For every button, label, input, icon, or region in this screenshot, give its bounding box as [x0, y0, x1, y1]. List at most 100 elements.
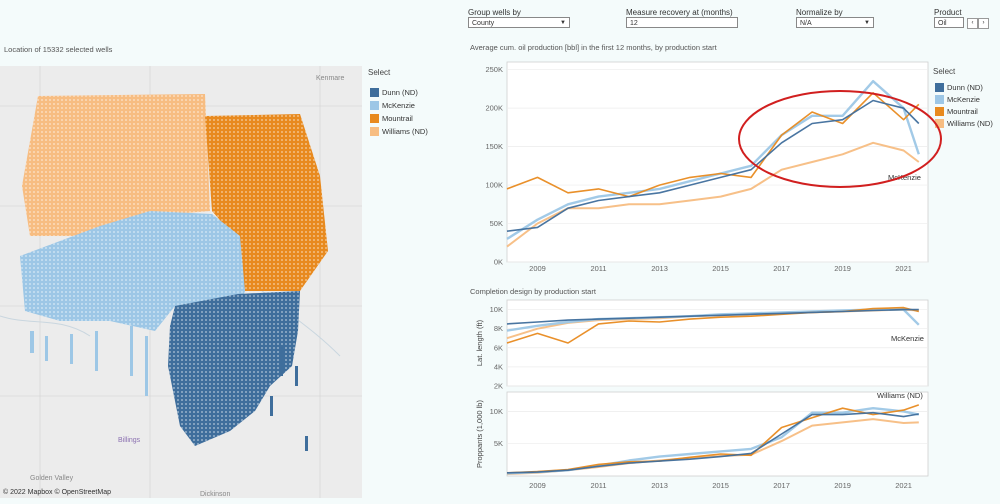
map-legend-dunn[interactable]: Dunn (ND): [370, 88, 418, 97]
production-xtick-label: 2013: [651, 264, 668, 273]
chart-legend-mckenzie[interactable]: McKenzie: [935, 95, 980, 104]
highlight-ellipse: [738, 90, 942, 188]
normalize-value: N/A: [800, 20, 812, 27]
map-canvas: Kenmare Billings Dickinson Golden Valley: [0, 66, 362, 498]
map-legend-williams[interactable]: Williams (ND): [370, 127, 428, 136]
group-by-label: Group wells by: [468, 8, 521, 17]
production-xtick-label: 2021: [895, 264, 912, 273]
production-chart-title: Average cum. oil production [bbl] in the…: [470, 43, 717, 52]
swatch: [370, 127, 379, 136]
measure-input[interactable]: 12: [626, 17, 738, 28]
prev-product-button[interactable]: ‹: [967, 18, 978, 29]
lateral-ytick-label: 6K: [494, 343, 503, 352]
lateral-series-mountrail: [506, 306, 919, 344]
product-label: Product: [934, 8, 962, 17]
normalize-label: Normalize by: [796, 8, 843, 17]
production-series-dunn-nd: [506, 99, 920, 232]
production-xtick-label: 2019: [834, 264, 851, 273]
product-select[interactable]: Oil: [934, 17, 964, 28]
production-annotation: McKenzie: [888, 173, 921, 182]
proppant-xtick-label: 2009: [529, 481, 546, 490]
map-legend-title: Select: [368, 68, 391, 77]
production-ytick-label: 100K: [485, 181, 503, 190]
swatch: [935, 107, 944, 116]
dunn-outliers: [270, 346, 308, 451]
lateral-ytick-label: 2K: [494, 382, 503, 391]
production-ytick-label: 50K: [490, 219, 503, 228]
map-legend-mountrail[interactable]: Mountrail: [370, 114, 413, 123]
proppant-plot-area: [506, 391, 929, 477]
production-xtick-label: 2017: [773, 264, 790, 273]
map-place-kenmare: Kenmare: [316, 75, 345, 82]
proppant-series-mckenzie: [506, 407, 920, 475]
well-map[interactable]: Kenmare Billings Dickinson Golden Valley: [0, 66, 362, 498]
lateral-series-williams-nd: [506, 308, 919, 340]
next-product-button[interactable]: ›: [978, 18, 989, 29]
legend-label: McKenzie: [382, 101, 415, 110]
legend-label: Mountrail: [947, 107, 978, 116]
proppant-xtick-label: 2015: [712, 481, 729, 490]
map-legend-mckenzie[interactable]: McKenzie: [370, 101, 415, 110]
lateral-plot-area: [506, 299, 929, 387]
production-series-mckenzie: [506, 80, 920, 240]
legend-label: Williams (ND): [947, 119, 993, 128]
proppant-series-dunn-nd: [506, 411, 919, 474]
map-attribution: © 2022 Mapbox © OpenStreetMap: [3, 489, 111, 496]
proppant-ytick-label: 10K: [490, 407, 503, 416]
map-place-golden-valley: Golden Valley: [30, 475, 74, 482]
chevron-down-icon: ▼: [560, 20, 566, 26]
product-value: Oil: [938, 20, 947, 27]
production-xtick-label: 2009: [529, 264, 546, 273]
group-by-select[interactable]: County ▼: [468, 17, 570, 28]
proppant-ylabel: Proppants (1,000 lb): [475, 400, 484, 468]
lateral-annotation: McKenzie: [891, 334, 924, 343]
production-series-williams-nd: [506, 141, 920, 248]
lateral-ytick-label: 4K: [494, 362, 503, 371]
chart-legend-mountrail[interactable]: Mountrail: [935, 107, 978, 116]
measure-value: 12: [630, 20, 638, 27]
lateral-series-dunn-nd: [506, 308, 919, 325]
proppant-ytick-label: 5K: [494, 439, 503, 448]
swatch: [935, 83, 944, 92]
legend-label: McKenzie: [947, 95, 980, 104]
swatch: [370, 101, 379, 110]
production-plot-area: [506, 61, 929, 263]
production-ytick-label: 250K: [485, 65, 503, 74]
proppant-xtick-label: 2019: [834, 481, 851, 490]
proppant-xtick-label: 2013: [651, 481, 668, 490]
lateral-ytick-label: 8K: [494, 324, 503, 333]
map-title: Location of 15332 selected wells: [4, 45, 113, 54]
measure-label: Measure recovery at (months): [626, 8, 733, 17]
proppant-series-williams-nd: [506, 418, 919, 476]
legend-label: Mountrail: [382, 114, 413, 123]
map-place-dickinson: Dickinson: [200, 491, 230, 498]
chevron-right-icon: ›: [982, 20, 985, 26]
swatch: [370, 114, 379, 123]
legend-label: Williams (ND): [382, 127, 428, 136]
legend-label: Dunn (ND): [382, 88, 418, 97]
chart-legend-williams[interactable]: Williams (ND): [935, 119, 993, 128]
chevron-left-icon: ‹: [971, 20, 974, 26]
production-ytick-label: 150K: [485, 142, 503, 151]
production-series-mountrail: [506, 92, 920, 198]
proppant-annotation: Williams (ND): [877, 391, 923, 400]
production-xtick-label: 2015: [712, 264, 729, 273]
group-by-value: County: [472, 20, 495, 27]
completion-chart-title: Completion design by production start: [470, 287, 596, 296]
lateral-series-mckenzie: [506, 308, 920, 332]
production-xtick-label: 2011: [590, 264, 606, 273]
normalize-select[interactable]: N/A ▼: [796, 17, 874, 28]
chevron-down-icon: ▼: [864, 20, 870, 26]
swatch: [370, 88, 379, 97]
proppant-series-mountrail: [506, 404, 920, 474]
production-ytick-label: 200K: [485, 104, 503, 113]
chart-legend-title: Select: [933, 67, 956, 76]
production-ytick-label: 0K: [494, 258, 503, 267]
proppant-xtick-label: 2017: [773, 481, 790, 490]
swatch: [935, 95, 944, 104]
proppant-xtick-label: 2011: [590, 481, 606, 490]
mckenzie-outliers: [30, 326, 148, 396]
chart-legend-dunn[interactable]: Dunn (ND): [935, 83, 983, 92]
lateral-ylabel: Lat. length (ft): [475, 319, 484, 366]
proppant-xtick-label: 2021: [895, 481, 912, 490]
